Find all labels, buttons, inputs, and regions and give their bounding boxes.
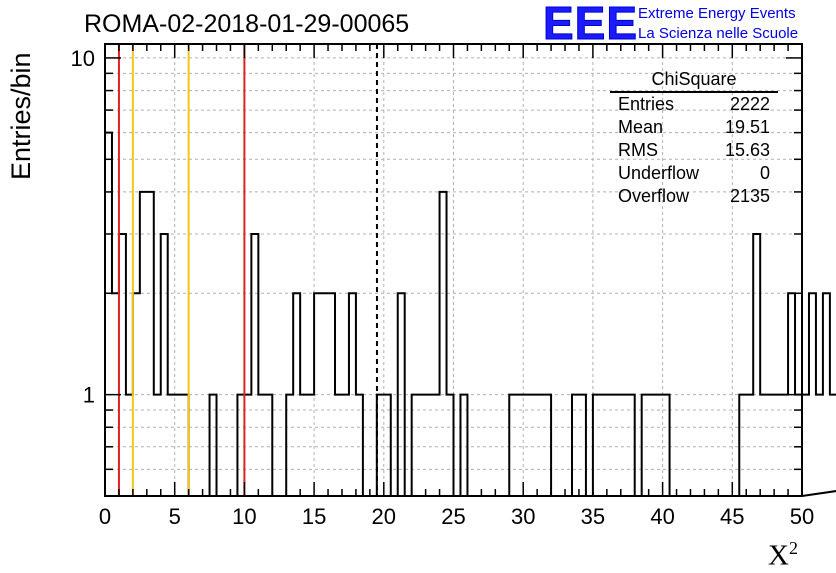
x-axis-label-text: X (768, 539, 789, 572)
x-tick-label: 25 (441, 504, 465, 529)
x-tick-label: 30 (511, 504, 535, 529)
x-axis-label-superscript: 2 (788, 538, 798, 558)
stats-label: RMS (618, 140, 658, 160)
x-tick-label: 0 (99, 504, 111, 529)
stats-label: Underflow (618, 163, 700, 183)
y-tick-label: 1 (83, 383, 95, 408)
stats-label: Entries (618, 94, 675, 114)
logo-line-2: La Scienza nelle Scuole (638, 25, 799, 42)
stats-title: ChiSquare (610, 68, 778, 93)
x-tick-label: 50 (790, 504, 814, 529)
stats-label: Mean (618, 117, 664, 137)
x-tick-label: 5 (169, 504, 181, 529)
x-axis-label: X2 (768, 538, 798, 573)
stats-value: 0 (759, 163, 770, 183)
y-tick-label: 10 (71, 46, 95, 71)
x-tick-label: 10 (232, 504, 256, 529)
stats-value: 2135 (729, 186, 770, 206)
stats-rows: Entries 2222 Mean 19.51 RMS 15.63 Underflow 0 Ov… (610, 93, 778, 208)
stats-label: Overflow (618, 186, 690, 206)
x-tick-label: 45 (720, 504, 744, 529)
eee-logo: EEE (542, 0, 639, 49)
chart-title: ROMA-02-2018-01-29-00065 (84, 10, 410, 38)
stats-row-mean: Mean 19.51 (610, 116, 778, 139)
stats-row-overflow: Overflow 2135 (610, 185, 778, 208)
x-tick-label: 35 (581, 504, 605, 529)
stats-row-entries: Entries 2222 (610, 93, 778, 116)
stats-row-rms: RMS 15.63 (610, 139, 778, 162)
y-axis-label: Entries/bin (6, 52, 36, 180)
stats-value: 2222 (729, 94, 770, 114)
x-tick-label: 20 (372, 504, 396, 529)
stats-box: ChiSquare Entries 2222 Mean 19.51 RMS 15.63 Un… (610, 68, 778, 208)
x-tick-label: 15 (302, 504, 326, 529)
stats-value: 19.51 (724, 117, 770, 137)
logo-line-1: Extreme Energy Events (638, 5, 796, 22)
x-tick-label: 40 (650, 504, 674, 529)
stats-row-underflow: Underflow 0 (610, 162, 778, 185)
stats-value: 15.63 (724, 140, 770, 160)
